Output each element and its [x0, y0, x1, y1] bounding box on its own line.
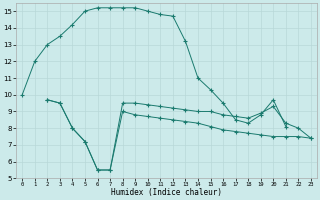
X-axis label: Humidex (Indice chaleur): Humidex (Indice chaleur) — [111, 188, 222, 197]
